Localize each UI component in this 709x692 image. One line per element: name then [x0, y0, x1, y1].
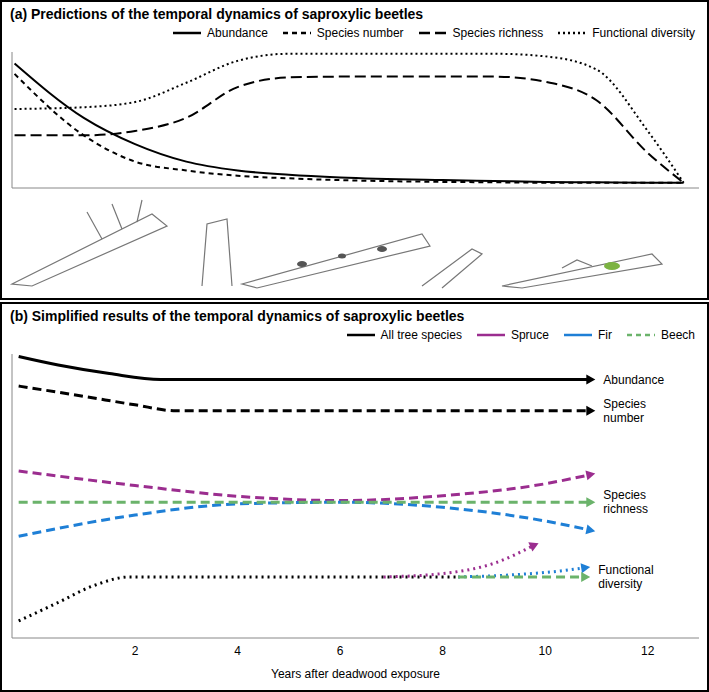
html-text:Beech: Beech: [661, 328, 695, 342]
svg-text:Abundance: Abundance: [603, 373, 664, 387]
html-text:Functional diversity: Functional diversity: [592, 26, 695, 40]
html-text:Spruce: Spruce: [510, 328, 549, 342]
svg-text:number: number: [603, 411, 644, 425]
svg-text:Species: Species: [603, 397, 646, 411]
html-text:(a) Predictions of the tempora: (a) Predictions of the temporal dynamics…: [10, 6, 424, 22]
html-text:Fir: Fir: [598, 328, 612, 342]
svg-text:Species: Species: [603, 488, 646, 502]
svg-text:Years after deadwood exposure: Years after deadwood exposure: [271, 667, 440, 681]
svg-text:8: 8: [439, 644, 446, 658]
svg-text:richness: richness: [603, 502, 648, 516]
svg-text:4: 4: [234, 644, 241, 658]
html-text:All tree species: All tree species: [380, 328, 462, 342]
html-text:Species richness: Species richness: [452, 26, 544, 40]
svg-text:12: 12: [641, 644, 655, 658]
svg-text:Functional: Functional: [598, 563, 653, 577]
html-text:Abundance: Abundance: [207, 26, 268, 40]
html-text:Species number: Species number: [316, 26, 404, 40]
html-text:(b) Simplified results of the: (b) Simplified results of the temporal d…: [10, 308, 465, 324]
svg-text:diversity: diversity: [598, 577, 642, 591]
svg-text:10: 10: [539, 644, 553, 658]
svg-text:2: 2: [132, 644, 139, 658]
svg-text:6: 6: [337, 644, 344, 658]
